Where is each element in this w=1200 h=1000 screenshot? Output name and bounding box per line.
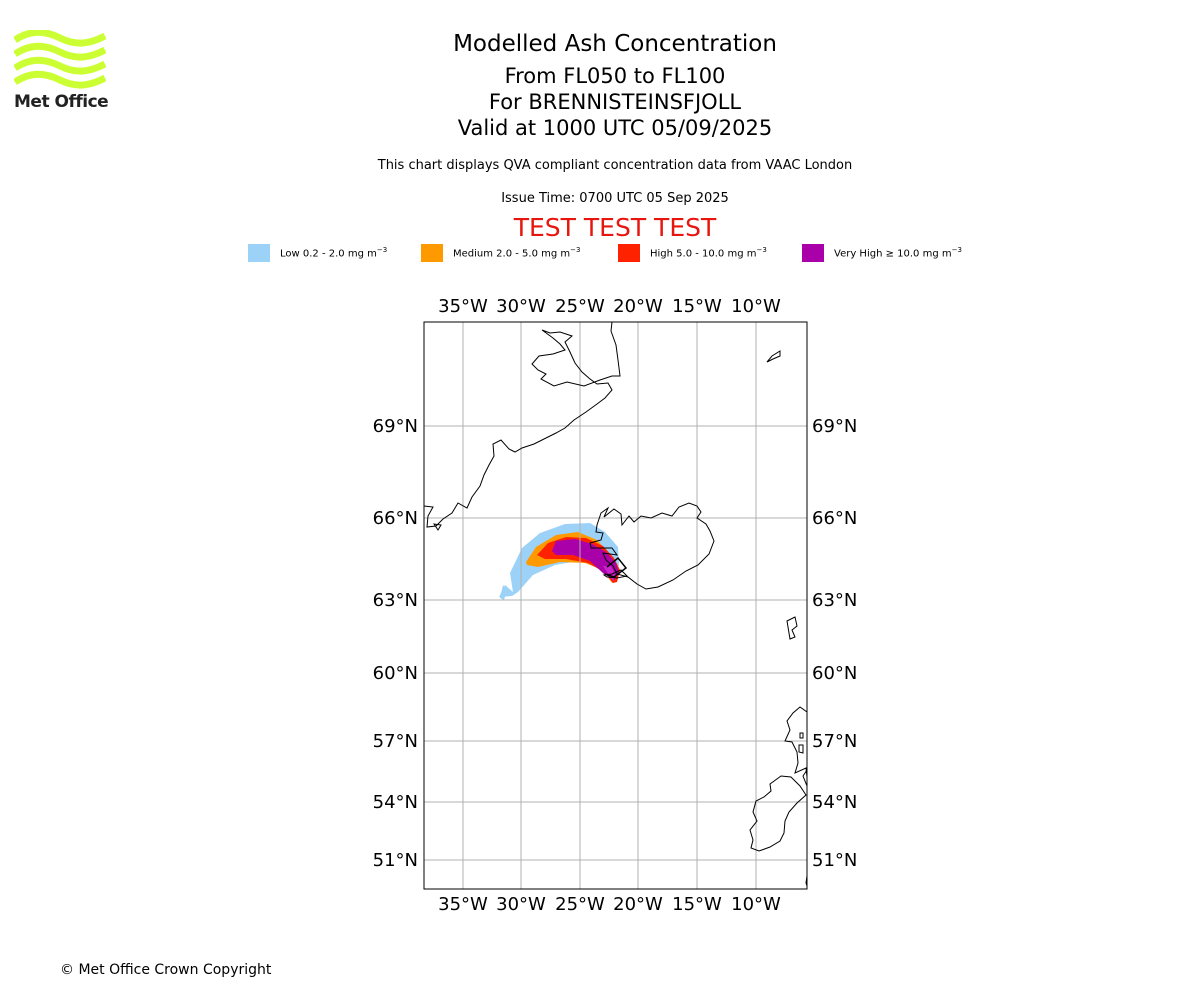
- lon-label-top-35w: 35°W: [438, 296, 488, 317]
- lon-label-top-25w: 25°W: [555, 296, 605, 317]
- legend-swatch-low: [248, 244, 270, 262]
- greenland-coast: [424, 322, 621, 528]
- lon-label-bottom-20w: 20°W: [613, 894, 663, 915]
- lat-label-left-54n: 54°N: [373, 792, 418, 813]
- legend-item-medium: Medium 2.0 - 5.0 mg m−3: [421, 244, 580, 262]
- map-gridlines: [424, 322, 807, 889]
- volcano-name: For BRENNISTEINSFJOLL: [488, 90, 742, 114]
- iceland-coast: [589, 502, 715, 590]
- lat-label-left-60n: 60°N: [373, 663, 418, 684]
- lon-label-top-30w: 30°W: [496, 296, 546, 317]
- legend-item-high: High 5.0 - 10.0 mg m−3: [618, 244, 767, 262]
- flight-level-range: From FL050 to FL100: [504, 64, 726, 88]
- iceland-reykjanes: [602, 569, 629, 579]
- lat-labels-right: 69°N 66°N 63°N 60°N 57°N 54°N 51°N: [812, 416, 857, 871]
- faroe-islands: [786, 616, 798, 640]
- concentration-legend: Low 0.2 - 2.0 mg m−3 Medium 2.0 - 5.0 mg…: [0, 244, 1200, 264]
- scotland-coast: [784, 706, 807, 778]
- lat-label-left-63n: 63°N: [373, 590, 418, 611]
- lat-label-right-60n: 60°N: [812, 663, 857, 684]
- lat-label-right-69n: 69°N: [812, 416, 857, 437]
- map-frame: [423, 321, 808, 890]
- logo-text: Met Office: [14, 92, 109, 112]
- lat-label-right-51n: 51°N: [812, 850, 857, 871]
- lat-label-left-57n: 57°N: [373, 731, 418, 752]
- legend-label-low: Low 0.2 - 2.0 mg m−3: [280, 246, 388, 260]
- ireland-coast: [749, 775, 807, 852]
- lat-label-right-66n: 66°N: [812, 508, 857, 529]
- ash-contours: [499, 523, 620, 600]
- britain-west-coast: [802, 769, 807, 787]
- coastlines: [424, 322, 807, 887]
- lat-label-left-66n: 66°N: [373, 508, 418, 529]
- ash-low-tail: [500, 585, 507, 600]
- met-office-waves-icon: [14, 30, 106, 89]
- lon-label-bottom-10w: 10°W: [731, 894, 781, 915]
- jan-mayen: [766, 350, 781, 363]
- lat-label-right-54n: 54°N: [812, 792, 857, 813]
- legend-item-low: Low 0.2 - 2.0 mg m−3: [248, 244, 387, 262]
- legend-swatch-medium: [421, 244, 443, 262]
- issue-time: Issue Time: 0700 UTC 05 Sep 2025: [501, 191, 729, 206]
- british-islands: [798, 732, 804, 754]
- lat-label-right-63n: 63°N: [812, 590, 857, 611]
- legend-label-high: High 5.0 - 10.0 mg m−3: [650, 246, 767, 260]
- legend-swatch-very-high: [802, 244, 824, 262]
- lon-label-top-15w: 15°W: [672, 296, 722, 317]
- greenland-island: [432, 523, 442, 531]
- lat-labels-left: 69°N 66°N 63°N 60°N 57°N 54°N 51°N: [373, 416, 418, 871]
- lat-label-left-69n: 69°N: [373, 416, 418, 437]
- test-banner: TEST TEST TEST: [513, 213, 717, 242]
- chart-title: Modelled Ash Concentration: [453, 31, 777, 57]
- chart-description: This chart displays QVA compliant concen…: [377, 158, 853, 173]
- legend-item-very-high: Very High ≥ 10.0 mg m−3: [802, 244, 962, 262]
- lon-label-top-20w: 20°W: [613, 296, 663, 317]
- valid-time: Valid at 1000 UTC 05/09/2025: [457, 116, 773, 140]
- volcano-marker: [604, 556, 628, 578]
- lat-label-right-57n: 57°N: [812, 731, 857, 752]
- legend-swatch-high: [618, 244, 640, 262]
- lon-label-top-10w: 10°W: [731, 296, 781, 317]
- ash-very-high-area: [552, 539, 619, 580]
- lon-labels-top: 35°W 30°W 25°W 20°W 15°W 10°W: [438, 296, 781, 317]
- map-content: [424, 322, 807, 889]
- lon-label-bottom-15w: 15°W: [672, 894, 722, 915]
- lon-label-bottom-30w: 30°W: [496, 894, 546, 915]
- copyright-notice: © Met Office Crown Copyright: [60, 962, 272, 978]
- lon-label-bottom-35w: 35°W: [438, 894, 488, 915]
- lat-label-left-51n: 51°N: [373, 850, 418, 871]
- legend-label-medium: Medium 2.0 - 5.0 mg m−3: [453, 246, 581, 260]
- met-office-logo: Met Office: [14, 30, 109, 112]
- legend-label-very-high: Very High ≥ 10.0 mg m−3: [834, 246, 962, 260]
- lon-label-bottom-25w: 25°W: [555, 894, 605, 915]
- lon-labels-bottom: 35°W 30°W 25°W 20°W 15°W 10°W: [438, 894, 781, 915]
